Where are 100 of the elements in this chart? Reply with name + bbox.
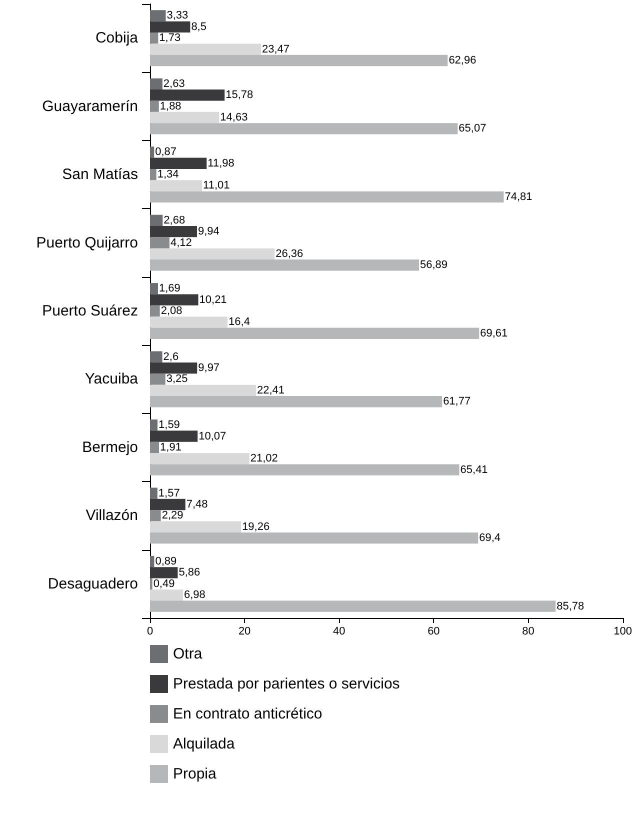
data-label: 1,69 bbox=[158, 282, 180, 295]
bar bbox=[150, 112, 220, 124]
data-label: 11,01 bbox=[203, 180, 230, 192]
data-label: 65,07 bbox=[458, 122, 486, 135]
bar bbox=[150, 384, 256, 396]
data-label: 1,91 bbox=[160, 441, 182, 454]
data-label: 5,86 bbox=[178, 566, 200, 579]
bar bbox=[150, 100, 159, 112]
data-label: 7,48 bbox=[186, 498, 208, 510]
bar bbox=[150, 556, 154, 568]
data-label: 14,63 bbox=[220, 112, 248, 124]
bar bbox=[150, 488, 158, 499]
bar bbox=[150, 498, 186, 510]
data-label: 1,59 bbox=[158, 419, 180, 432]
bar bbox=[150, 328, 480, 339]
data-label: 3,25 bbox=[166, 373, 188, 386]
bar bbox=[150, 248, 275, 260]
bar bbox=[150, 521, 242, 532]
bar bbox=[150, 396, 442, 408]
data-label: 65,41 bbox=[460, 464, 488, 476]
bar bbox=[150, 21, 190, 33]
bar bbox=[150, 283, 158, 294]
x-tick-label: 20 bbox=[238, 626, 251, 638]
y-tick-label: Desaguadero bbox=[48, 575, 138, 592]
bar bbox=[150, 316, 228, 328]
y-tick-label: Guayaramerín bbox=[42, 98, 138, 115]
bar bbox=[150, 464, 460, 476]
bar bbox=[150, 10, 166, 22]
y-tick-label: San Matías bbox=[62, 166, 138, 184]
data-label: 0,49 bbox=[153, 578, 175, 590]
bar bbox=[150, 374, 166, 385]
data-label: 11,98 bbox=[208, 157, 234, 170]
y-tick-label: Yacuiba bbox=[84, 370, 139, 388]
x-tick-label: 0 bbox=[146, 626, 154, 638]
bar bbox=[150, 54, 448, 66]
data-label: 61,77 bbox=[443, 396, 471, 408]
legend-label: En contrato anticrético bbox=[173, 706, 322, 722]
y-tick-label: Cobija bbox=[95, 30, 139, 47]
bar bbox=[150, 362, 198, 374]
bar bbox=[150, 589, 184, 601]
data-label: 69,61 bbox=[480, 327, 508, 340]
data-label: 69,4 bbox=[479, 532, 501, 544]
bar bbox=[150, 123, 458, 134]
bar bbox=[150, 532, 478, 544]
y-tick-label: Puerto Quijarro bbox=[36, 234, 138, 252]
bar bbox=[150, 305, 160, 317]
bar bbox=[150, 567, 178, 578]
data-label: 0,87 bbox=[155, 146, 177, 158]
bar bbox=[150, 237, 170, 248]
data-label: 2,63 bbox=[163, 78, 185, 90]
bar bbox=[150, 260, 419, 271]
legend-label: Otra bbox=[173, 646, 203, 662]
bar bbox=[150, 90, 225, 101]
legend-label: Alquilada bbox=[173, 736, 236, 752]
bar bbox=[150, 453, 250, 464]
y-tick-label: Puerto Suárez bbox=[42, 302, 138, 320]
data-label: 16,4 bbox=[228, 316, 250, 328]
data-label: 1,88 bbox=[160, 100, 182, 112]
data-label: 1,57 bbox=[158, 487, 180, 500]
data-label: 21,02 bbox=[250, 452, 278, 465]
data-label: 23,47 bbox=[262, 43, 290, 56]
bar bbox=[150, 442, 160, 454]
bar bbox=[150, 180, 202, 192]
legend-label: Propia bbox=[173, 766, 218, 782]
data-label: 19,26 bbox=[242, 520, 270, 533]
data-label: 15,78 bbox=[226, 89, 254, 102]
data-label: 9,94 bbox=[198, 226, 220, 238]
data-label: 26,36 bbox=[276, 248, 304, 260]
bar bbox=[150, 510, 161, 522]
bar bbox=[150, 168, 156, 180]
bar bbox=[150, 430, 198, 442]
bar bbox=[150, 32, 158, 44]
data-label: 9,97 bbox=[198, 362, 220, 374]
bar bbox=[150, 294, 198, 306]
x-tick-label: 40 bbox=[333, 626, 346, 638]
data-label: 1,73 bbox=[159, 32, 181, 44]
bar bbox=[150, 158, 207, 169]
bar bbox=[150, 146, 154, 158]
data-label: 10,07 bbox=[198, 430, 226, 442]
data-label: 22,41 bbox=[256, 384, 284, 396]
data-label: 4,12 bbox=[170, 236, 192, 249]
data-label: 2,6 bbox=[163, 350, 179, 363]
bar bbox=[150, 226, 197, 238]
legend-label: Prestada por parientes o servicios bbox=[173, 676, 400, 692]
bar bbox=[150, 44, 261, 55]
data-label: 85,78 bbox=[556, 600, 584, 612]
x-tick-label: 60 bbox=[428, 626, 440, 638]
bar bbox=[150, 191, 504, 203]
data-label: 56,89 bbox=[420, 259, 448, 272]
bar bbox=[150, 419, 158, 431]
data-label: 3,33 bbox=[166, 10, 188, 22]
data-label: 0,89 bbox=[155, 556, 177, 568]
data-label: 2,29 bbox=[162, 510, 184, 522]
bar bbox=[150, 600, 556, 612]
data-label: 2,08 bbox=[160, 305, 182, 317]
y-tick-label: Bermejo bbox=[82, 438, 138, 456]
bar bbox=[150, 78, 162, 90]
data-label: 1,34 bbox=[157, 168, 179, 181]
x-tick-label: 100 bbox=[614, 626, 632, 638]
data-label: 8,5 bbox=[191, 20, 206, 33]
